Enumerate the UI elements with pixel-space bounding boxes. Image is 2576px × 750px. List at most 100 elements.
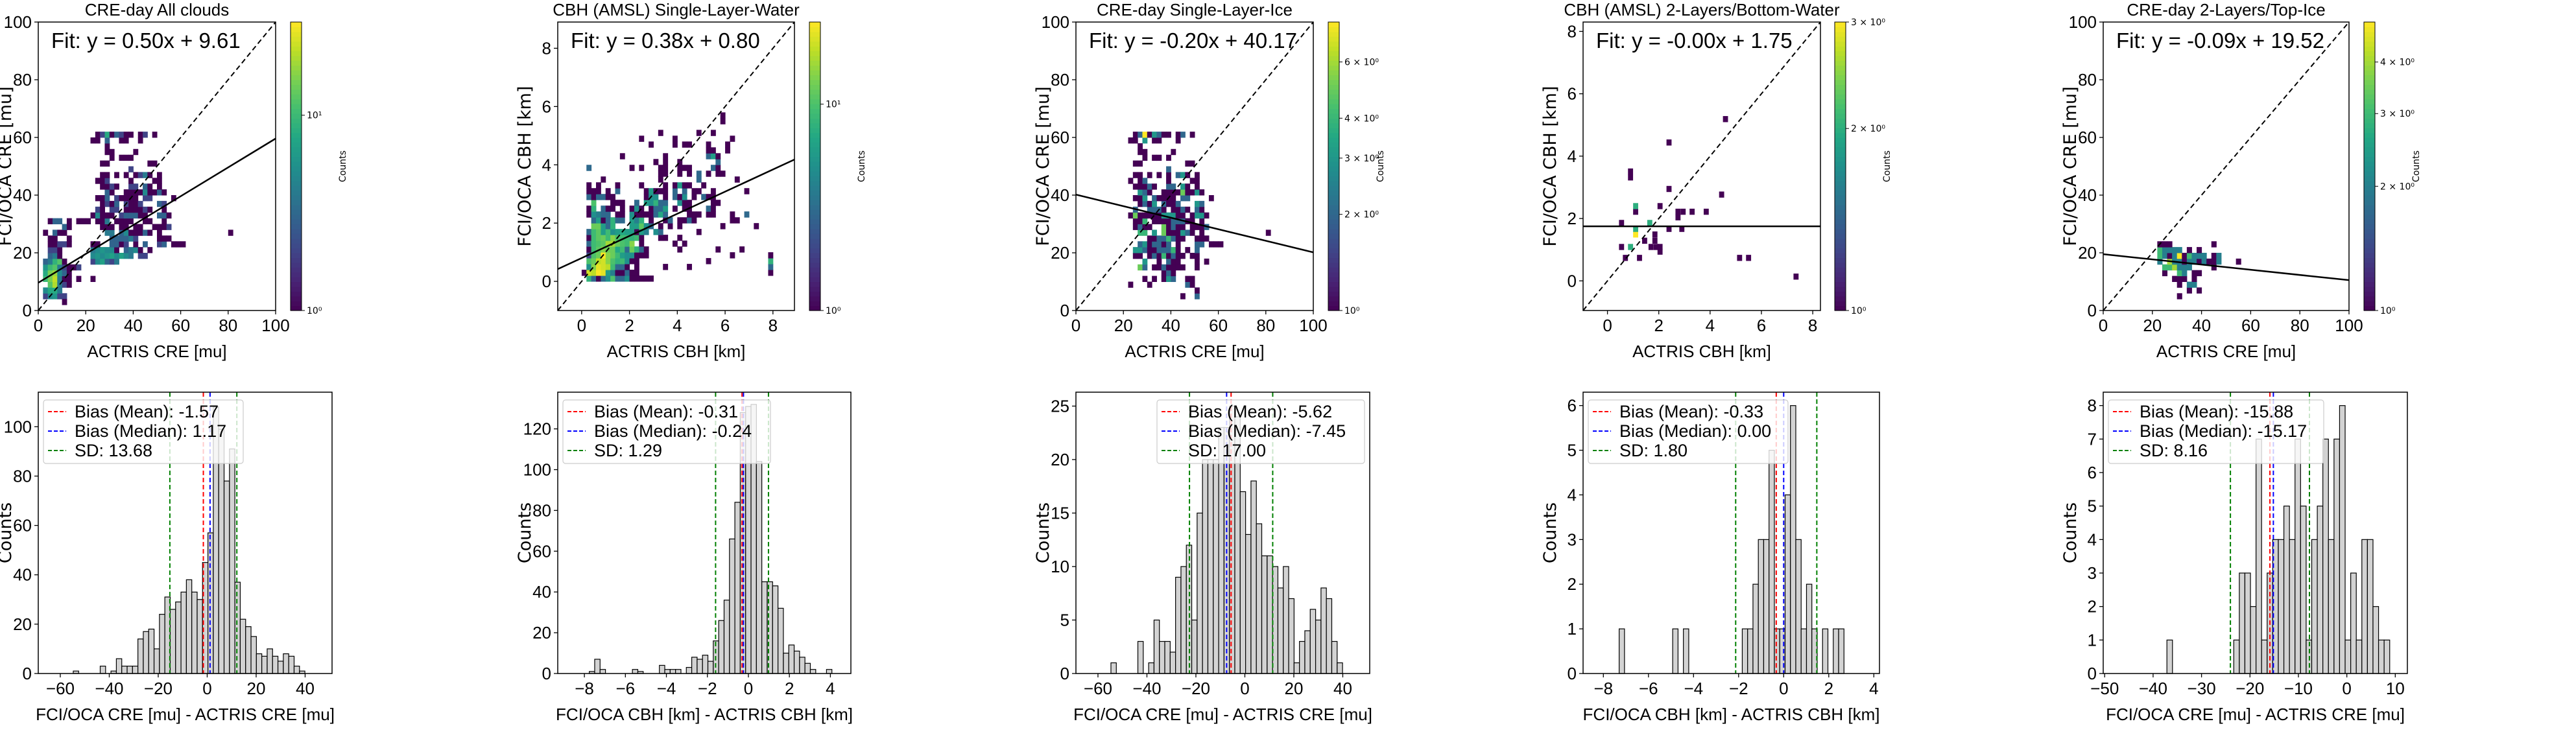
- colorbar-segment: [809, 118, 820, 124]
- histogram-bar: [1331, 640, 1338, 674]
- histogram-bar: [1261, 555, 1268, 674]
- histogram-bar: [2378, 639, 2385, 674]
- heatmap-cell: [180, 241, 186, 248]
- x-tick-label: −20: [144, 679, 173, 698]
- colorbar-segment: [291, 41, 302, 47]
- colorbar-segment: [809, 305, 820, 311]
- heatmap-cell: [161, 224, 167, 230]
- colorbar-segment: [1328, 94, 1339, 100]
- heatmap-cell: [610, 229, 615, 235]
- x-tick-label: 20: [1114, 316, 1133, 335]
- heatmap-cell: [1680, 208, 1686, 215]
- chart-title: CBH (AMSL) 2-Layers/Bottom-Water: [1564, 0, 1840, 19]
- heatmap-cell: [1195, 224, 1200, 230]
- colorbar-segment: [2364, 238, 2375, 244]
- colorbar-segment: [291, 262, 302, 268]
- colorbar-segment: [291, 209, 302, 215]
- histogram-bar: [778, 607, 784, 674]
- heatmap-cell: [677, 223, 683, 229]
- colorbar-segment: [2364, 176, 2375, 182]
- histogram-bar: [594, 659, 601, 674]
- heatmap-cell: [1138, 229, 1143, 236]
- heatmap-cell: [95, 178, 101, 184]
- heatmap-cell: [1156, 247, 1162, 253]
- heatmap-cell: [1175, 132, 1181, 138]
- colorbar-segment: [2364, 22, 2375, 28]
- heatmap-cell: [605, 275, 611, 282]
- colorbar-label: Counts: [1376, 150, 1386, 182]
- heatmap-cell: [1628, 168, 1634, 175]
- heatmap-cell: [114, 200, 119, 207]
- y-tick-label: 25: [1051, 396, 1069, 416]
- heatmap-cell: [1623, 255, 1628, 261]
- colorbar-segment: [291, 180, 302, 186]
- colorbar-segment: [291, 146, 302, 152]
- colorbar-tick-label: 10⁰: [1851, 306, 1866, 316]
- colorbar-segment: [1328, 195, 1339, 201]
- heatmap-cell: [128, 189, 134, 196]
- heatmap-cell: [639, 252, 645, 259]
- y-axis-label: FCI/OCA CBH [km]: [515, 86, 535, 247]
- heatmap-cell: [619, 246, 625, 253]
- colorbar-segment: [1328, 51, 1339, 56]
- heatmap-cell: [1175, 172, 1181, 178]
- colorbar-segment: [291, 108, 302, 114]
- heatmap-cell: [649, 200, 654, 206]
- colorbar-segment: [809, 214, 820, 220]
- heatmap-cell: [658, 165, 663, 171]
- heatmap-cell: [1185, 172, 1191, 178]
- heatmap-cell: [66, 275, 72, 282]
- colorbar-segment: [2364, 180, 2375, 186]
- y-tick-label: 0: [2088, 664, 2097, 683]
- heatmap-cell: [147, 229, 153, 236]
- colorbar-segment: [291, 190, 302, 196]
- heatmap-cell: [1156, 258, 1162, 265]
- heatmap-cell: [601, 235, 606, 241]
- colorbar-segment: [291, 204, 302, 210]
- legend-entry: Bias (Median): -0.24: [594, 421, 752, 441]
- heatmap-cell: [1746, 255, 1752, 261]
- heatmap-cell: [114, 253, 119, 259]
- heatmap-cell: [1171, 247, 1176, 253]
- heatmap-cell: [634, 275, 639, 282]
- colorbar-segment: [809, 228, 820, 234]
- heatmap-cell: [1138, 143, 1143, 150]
- heatmap-cell: [586, 270, 592, 276]
- heatmap-cell: [619, 200, 625, 206]
- heatmap-cell: [1132, 195, 1138, 202]
- heatmap-cell: [649, 211, 654, 218]
- colorbar-segment: [1835, 118, 1846, 124]
- histogram-bar: [2311, 539, 2318, 674]
- colorbar-segment: [1835, 104, 1846, 110]
- colorbar-segment: [809, 22, 820, 28]
- colorbar-segment: [1328, 118, 1339, 124]
- heatmap-cell: [52, 253, 58, 259]
- heatmap-cell: [104, 137, 110, 144]
- heatmap-cell: [57, 247, 63, 253]
- heatmap-cell: [1152, 235, 1157, 242]
- colorbar-segment: [2364, 214, 2375, 220]
- heatmap-cell: [128, 132, 134, 138]
- heatmap-cell: [157, 241, 162, 248]
- heatmap-cell: [1189, 253, 1195, 259]
- y-tick-label: 60: [1051, 128, 1069, 147]
- x-tick-label: −50: [2090, 679, 2119, 698]
- heatmap-cell: [1175, 224, 1181, 230]
- colorbar-segment: [809, 36, 820, 42]
- heatmap-cell: [123, 206, 129, 213]
- heatmap-cell: [57, 287, 63, 294]
- colorbar-segment: [291, 219, 302, 225]
- heatmap-cell: [128, 183, 134, 190]
- heatmap-cell: [2201, 253, 2207, 259]
- heatmap-cell: [133, 224, 139, 230]
- heatmap-cell: [1132, 247, 1138, 253]
- heatmap-cell: [1204, 235, 1210, 242]
- colorbar-segment: [1328, 248, 1339, 253]
- colorbar-segment: [2364, 267, 2375, 273]
- colorbar-label: Counts: [338, 150, 348, 182]
- histogram-bar: [175, 601, 182, 674]
- colorbar-segment: [2364, 248, 2375, 253]
- heatmap-cell: [114, 183, 119, 190]
